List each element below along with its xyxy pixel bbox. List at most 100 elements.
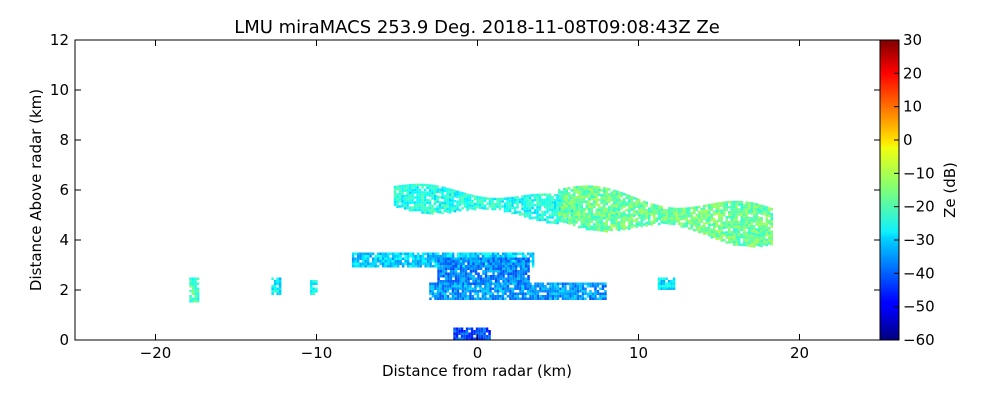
echo-pixel: [600, 196, 603, 200]
echo-pixel: [735, 243, 738, 246]
echo-pixel: [653, 214, 656, 217]
echo-pixel: [574, 297, 577, 300]
echo-pixel: [486, 290, 490, 293]
echo-pixel: [763, 232, 766, 236]
echo-pixel: [426, 199, 429, 202]
echo-pixel: [620, 192, 623, 195]
echo-pixel: [476, 252, 480, 255]
echo-pixel: [745, 216, 748, 219]
echo-pixel: [658, 217, 661, 221]
echo-pixel: [361, 260, 365, 263]
echo-pixel: [620, 207, 623, 210]
echo-pixel: [765, 218, 768, 222]
echo-pixel: [431, 207, 434, 210]
echo-pixel: [549, 290, 552, 293]
echo-pixel: [464, 277, 468, 280]
echo-pixel: [758, 224, 761, 227]
echo-pixel: [725, 241, 728, 244]
echo-pixel: [489, 260, 493, 263]
echo-pixel: [436, 265, 440, 268]
echo-pixel: [528, 199, 532, 202]
echo-pixel: [507, 275, 510, 278]
echo-pixel: [191, 290, 195, 293]
echo-pixel: [444, 280, 448, 283]
echo-pixel: [753, 235, 756, 238]
echo-pixel: [583, 185, 586, 188]
echo-pixel: [403, 202, 407, 205]
echo-pixel: [451, 204, 454, 207]
echo-pixel: [564, 290, 567, 293]
echo-pixel: [466, 282, 470, 285]
echo-pixel: [575, 198, 578, 201]
echo-pixel: [715, 207, 718, 211]
echo-pixel: [439, 255, 442, 258]
echo-pixel: [688, 212, 691, 215]
echo-pixel: [673, 207, 676, 211]
echo-pixel: [459, 260, 462, 263]
echo-pixel: [469, 287, 472, 290]
echo-pixel: [753, 210, 756, 213]
echo-pixel: [481, 257, 485, 260]
echo-pixel: [605, 225, 608, 228]
echo-pixel: [568, 212, 571, 215]
echo-pixel: [514, 267, 518, 270]
echo-pixel: [730, 200, 733, 204]
echo-pixel: [672, 285, 676, 288]
echo-pixel: [675, 217, 678, 221]
echo-pixel: [469, 290, 472, 293]
echo-pixel: [748, 239, 751, 242]
echo-pixel: [758, 209, 761, 212]
echo-pixel: [514, 292, 517, 295]
echo-pixel: [449, 252, 452, 255]
echo-pixel: [613, 192, 616, 195]
echo-pixel: [494, 295, 497, 298]
echo-pixel: [492, 262, 495, 265]
echo-pixel: [733, 238, 736, 241]
echo-pixel: [733, 210, 736, 214]
echo-pixel: [574, 285, 577, 288]
echo-pixel: [508, 202, 512, 205]
echo-pixel: [558, 201, 561, 204]
echo-pixel: [565, 212, 568, 215]
echo-pixel: [467, 267, 470, 270]
echo-pixel: [745, 203, 748, 207]
echo-pixel: [411, 208, 414, 212]
echo-pixel: [758, 236, 761, 239]
echo-pixel: [482, 270, 485, 273]
echo-pixel: [471, 295, 475, 298]
echo-pixel: [725, 221, 728, 224]
echo-pixel: [740, 210, 743, 214]
echo-pixel: [561, 282, 565, 285]
echo-pixel: [446, 255, 450, 258]
echo-pixel: [595, 200, 598, 204]
echo-pixel: [628, 199, 631, 203]
echo-pixel: [725, 226, 728, 229]
echo-pixel: [546, 290, 550, 293]
echo-pixel: [379, 262, 382, 265]
echo-pixel: [574, 295, 577, 298]
echo-pixel: [431, 265, 435, 268]
echo-pixel: [478, 327, 481, 330]
echo-pixel: [620, 224, 623, 228]
x-axis-label: Distance from radar (km): [382, 362, 572, 380]
echo-pixel: [441, 287, 445, 290]
echo-pixel: [441, 201, 444, 204]
echo-pixel: [662, 285, 666, 288]
echo-pixel: [273, 282, 277, 285]
echo-pixel: [539, 295, 542, 298]
echo-pixel: [725, 201, 728, 204]
echo-pixel: [600, 224, 603, 227]
echo-pixel: [568, 219, 571, 223]
echo-pixel: [386, 265, 390, 268]
echo-pixel: [496, 205, 499, 208]
echo-pixel: [683, 215, 686, 218]
echo-pixel: [473, 330, 476, 333]
echo-pixel: [504, 287, 507, 290]
echo-pixel: [668, 219, 671, 223]
echo-pixel: [708, 208, 711, 212]
echo-pixel: [600, 209, 603, 212]
echo-pixel: [398, 187, 402, 191]
echo-pixel: [705, 216, 708, 220]
echo-pixel: [526, 207, 529, 210]
echo-pixel: [276, 277, 279, 280]
